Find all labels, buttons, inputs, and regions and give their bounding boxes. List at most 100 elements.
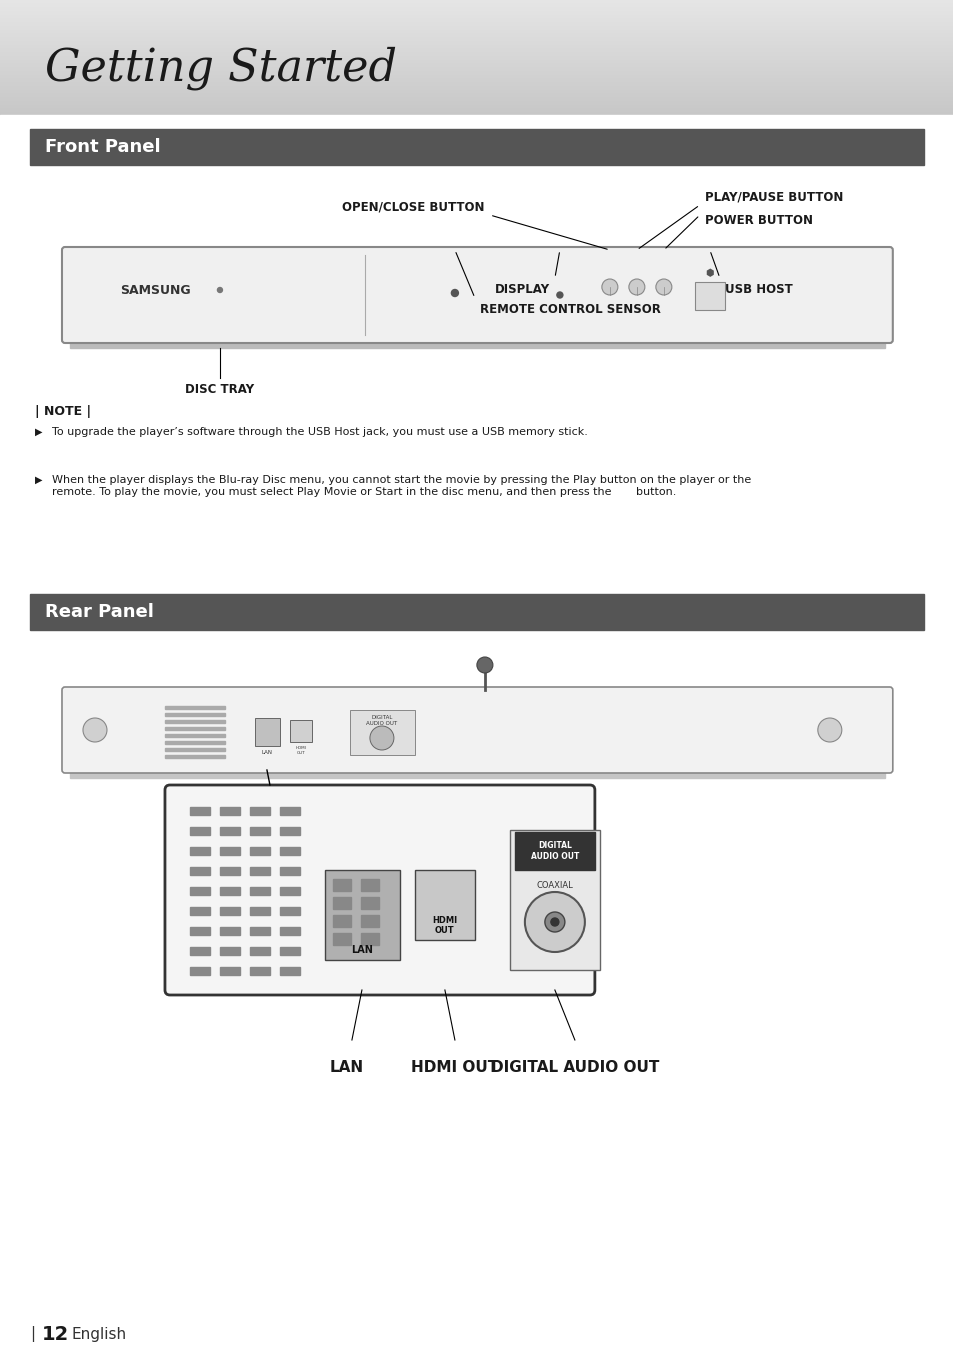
Text: OPEN/CLOSE BUTTON: OPEN/CLOSE BUTTON [342,200,484,213]
Bar [279,946,299,955]
Circle shape [628,279,644,295]
Circle shape [476,657,493,673]
Bar [190,887,210,895]
Text: DIGITAL
AUDIO OUT: DIGITAL AUDIO OUT [530,841,578,861]
Text: COAXIAL: COAXIAL [536,880,573,890]
Bar [250,867,270,875]
Bar [250,946,270,955]
Bar [290,720,312,742]
Bar [250,887,270,895]
Text: English: English [71,1327,127,1342]
Bar [360,879,378,891]
Bar [220,807,240,815]
Circle shape [370,726,394,750]
Bar [279,967,299,975]
Text: POWER BUTTON: POWER BUTTON [704,214,812,227]
Bar [350,709,415,756]
Circle shape [817,718,841,742]
Bar [333,879,351,891]
Bar [279,927,299,936]
Bar [190,807,210,815]
Text: ▶: ▶ [35,475,43,485]
Bar [190,907,210,915]
Bar [250,907,270,915]
FancyBboxPatch shape [62,686,892,773]
Circle shape [217,287,222,292]
Bar [190,867,210,875]
Text: ▶: ▶ [35,427,43,437]
Bar [333,933,351,945]
Bar [509,830,599,969]
Bar [250,848,270,854]
Circle shape [544,913,564,932]
Bar [220,848,240,854]
Text: LAN: LAN [261,750,273,756]
Bar [70,338,883,348]
Bar [415,871,475,940]
Text: HDMI
OUT: HDMI OUT [432,915,457,936]
Bar [220,867,240,875]
Text: HDMI
OUT: HDMI OUT [295,746,306,754]
Bar [190,967,210,975]
Text: | NOTE |: | NOTE | [35,405,91,418]
Bar [250,827,270,835]
Text: SAMSUNG: SAMSUNG [120,283,191,297]
Bar [279,807,299,815]
Text: Getting Started: Getting Started [45,46,396,89]
Text: PLAY/PAUSE BUTTON: PLAY/PAUSE BUTTON [704,190,842,203]
Circle shape [524,892,584,952]
Bar [220,927,240,936]
Bar [165,714,225,716]
Text: DIGITAL AUDIO OUT: DIGITAL AUDIO OUT [490,1060,659,1075]
Bar [515,831,595,871]
FancyBboxPatch shape [62,246,892,343]
Text: Rear Panel: Rear Panel [45,603,153,621]
Bar [165,727,225,730]
Bar [250,807,270,815]
Bar [360,915,378,927]
Text: |: | [30,1326,35,1342]
Text: HDMI OUT: HDMI OUT [411,1060,498,1075]
Bar [165,747,225,751]
Bar [279,867,299,875]
Text: To upgrade the player’s software through the USB Host jack, you must use a USB m: To upgrade the player’s software through… [51,427,587,437]
Text: USB HOST: USB HOST [724,283,792,297]
Circle shape [655,279,671,295]
Bar [220,907,240,915]
Bar [333,915,351,927]
Bar [220,887,240,895]
Bar [360,896,378,909]
Bar [279,848,299,854]
Text: DISPLAY: DISPLAY [495,283,549,297]
Bar [250,967,270,975]
Bar [190,827,210,835]
Bar [254,718,279,746]
Text: DISC TRAY: DISC TRAY [185,383,254,395]
Bar [694,282,724,310]
Bar [220,946,240,955]
Bar [279,827,299,835]
Bar [325,871,399,960]
FancyBboxPatch shape [165,785,595,995]
Text: When the player displays the Blu-ray Disc menu, you cannot start the movie by pr: When the player displays the Blu-ray Dis… [51,475,750,497]
Bar [30,594,923,630]
Bar [30,129,923,165]
Bar [165,741,225,743]
Text: 12: 12 [42,1324,70,1343]
Bar [165,705,225,709]
Bar [165,720,225,723]
Text: REMOTE CONTROL SENSOR: REMOTE CONTROL SENSOR [479,303,660,315]
Bar [360,933,378,945]
Text: LAN: LAN [351,945,373,955]
Text: LAN: LAN [330,1060,364,1075]
Bar [333,896,351,909]
Bar [165,756,225,758]
Bar [70,768,883,779]
Circle shape [83,718,107,742]
Bar [0,1313,953,1354]
Circle shape [557,292,562,298]
Bar [279,907,299,915]
Bar [220,827,240,835]
Bar [220,967,240,975]
Bar [190,946,210,955]
